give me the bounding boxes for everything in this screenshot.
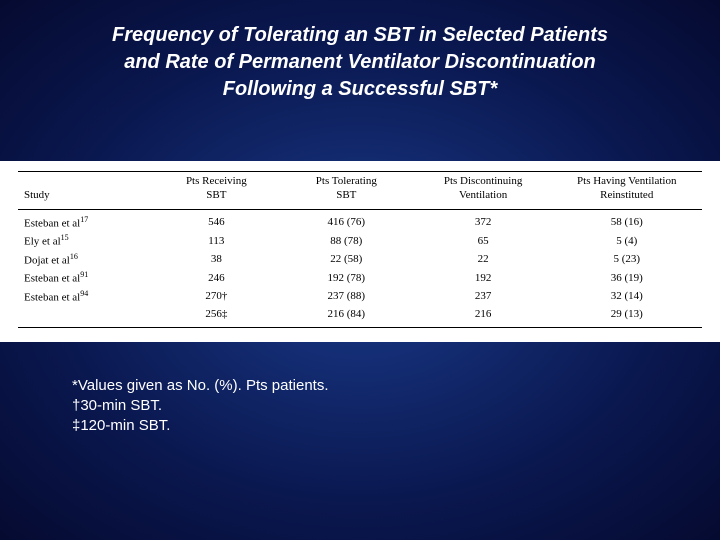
table-row: Esteban et al91246192 (78)19236 (19) (18, 269, 702, 288)
cell-discontinuing: 237 (415, 288, 552, 307)
cell-tolerating: 22 (58) (278, 251, 415, 270)
cell-receiving: 113 (155, 232, 278, 251)
slide-title: Frequency of Tolerating an SBT in Select… (0, 0, 720, 103)
cell-reinstituted: 58 (16) (552, 209, 703, 232)
cell-reinstituted: 36 (19) (552, 269, 703, 288)
column-header: Pts ToleratingSBT (278, 172, 415, 210)
cell-tolerating: 192 (78) (278, 269, 415, 288)
sbt-table: StudyPts ReceivingSBTPts ToleratingSBTPt… (18, 171, 702, 328)
cell-tolerating: 237 (88) (278, 288, 415, 307)
table-row: Esteban et al17546416 (76)37258 (16) (18, 209, 702, 232)
table-row: Dojat et al163822 (58)225 (23) (18, 251, 702, 270)
footnote-2: †30-min SBT. (72, 396, 720, 416)
cell-tolerating: 416 (76) (278, 209, 415, 232)
table-body: Esteban et al17546416 (76)37258 (16)Ely … (18, 209, 702, 327)
cell-study: Esteban et al91 (18, 269, 155, 288)
cell-study: Esteban et al17 (18, 209, 155, 232)
cell-discontinuing: 192 (415, 269, 552, 288)
cell-discontinuing: 22 (415, 251, 552, 270)
title-line-2: and Rate of Permanent Ventilator Discont… (124, 51, 596, 73)
table-row: Esteban et al94270†237 (88)23732 (14) (18, 288, 702, 307)
cell-reinstituted: 5 (4) (552, 232, 703, 251)
cell-study (18, 306, 155, 327)
column-header: Pts DiscontinuingVentilation (415, 172, 552, 210)
column-header: Study (18, 172, 155, 210)
cell-reinstituted: 32 (14) (552, 288, 703, 307)
cell-discontinuing: 65 (415, 232, 552, 251)
cell-receiving: 38 (155, 251, 278, 270)
cell-study: Dojat et al16 (18, 251, 155, 270)
table-container: StudyPts ReceivingSBTPts ToleratingSBTPt… (0, 161, 720, 342)
cell-receiving: 256‡ (155, 306, 278, 327)
cell-reinstituted: 5 (23) (552, 251, 703, 270)
footnotes: *Values given as No. (%). Pts patients. … (0, 342, 720, 437)
table-header: StudyPts ReceivingSBTPts ToleratingSBTPt… (18, 172, 702, 210)
table-row: Ely et al1511388 (78)655 (4) (18, 232, 702, 251)
cell-reinstituted: 29 (13) (552, 306, 703, 327)
column-header: Pts Having VentilationReinstituted (552, 172, 703, 210)
cell-tolerating: 216 (84) (278, 306, 415, 327)
cell-receiving: 270† (155, 288, 278, 307)
cell-receiving: 546 (155, 209, 278, 232)
title-line-3: Following a Successful SBT* (223, 78, 498, 100)
cell-study: Esteban et al94 (18, 288, 155, 307)
cell-study: Ely et al15 (18, 232, 155, 251)
column-header: Pts ReceivingSBT (155, 172, 278, 210)
cell-discontinuing: 216 (415, 306, 552, 327)
footnote-1: *Values given as No. (%). Pts patients. (72, 376, 720, 396)
cell-tolerating: 88 (78) (278, 232, 415, 251)
cell-receiving: 246 (155, 269, 278, 288)
footnote-3: ‡120-min SBT. (72, 416, 720, 436)
cell-discontinuing: 372 (415, 209, 552, 232)
title-line-1: Frequency of Tolerating an SBT in Select… (112, 24, 608, 46)
table-row: 256‡216 (84)21629 (13) (18, 306, 702, 327)
